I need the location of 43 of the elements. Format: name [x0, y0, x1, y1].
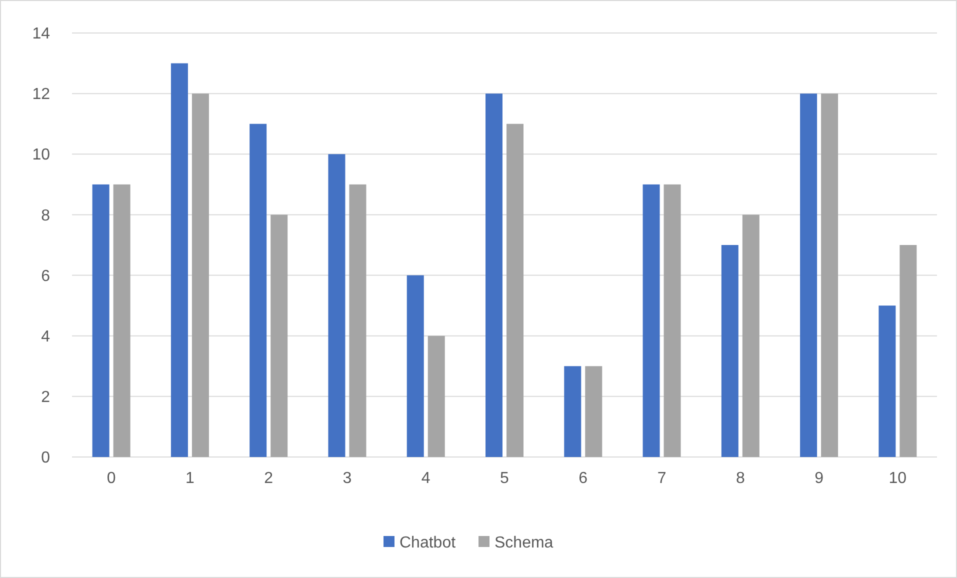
bar [113, 184, 130, 457]
y-tick-label: 12 [32, 86, 50, 104]
x-tick-label: 10 [888, 470, 907, 487]
bar [328, 154, 346, 457]
x-tick-label: 7 [657, 470, 666, 487]
y-tick-label: 0 [41, 450, 50, 467]
y-tick-label: 8 [41, 207, 50, 224]
bar [821, 94, 838, 457]
x-tick-label: 3 [342, 470, 352, 487]
bar [564, 366, 582, 457]
bar [664, 184, 681, 457]
x-tick-label: 4 [421, 470, 430, 487]
y-tick-label: 14 [32, 26, 50, 43]
y-tick-label: 4 [41, 328, 50, 346]
x-tick-label: 5 [500, 470, 510, 487]
bar [900, 245, 917, 457]
x-tick-label: 6 [578, 470, 588, 487]
bar [506, 124, 524, 457]
x-tick-label: 0 [106, 470, 116, 487]
bar [878, 306, 896, 457]
y-tick-label: 10 [32, 146, 50, 164]
legend-label: Schema [494, 534, 554, 552]
y-tick-label: 2 [41, 389, 50, 406]
bar [585, 366, 602, 457]
bar [800, 94, 818, 457]
bar [742, 214, 760, 457]
legend-label: Chatbot [400, 534, 456, 552]
x-tick-label: 9 [814, 470, 824, 487]
bar [250, 124, 267, 457]
bar [486, 94, 502, 457]
x-tick-label: 2 [264, 470, 274, 487]
bar [270, 214, 288, 457]
y-tick-label: 6 [41, 268, 50, 285]
bar [642, 184, 660, 457]
bar [721, 245, 738, 457]
bar [349, 184, 366, 457]
bar [170, 63, 188, 457]
bar [192, 94, 209, 457]
bar [92, 184, 110, 457]
x-tick-label: 8 [736, 470, 745, 487]
bar [428, 336, 445, 457]
x-tick-label: 1 [186, 470, 194, 487]
bar [406, 275, 424, 457]
